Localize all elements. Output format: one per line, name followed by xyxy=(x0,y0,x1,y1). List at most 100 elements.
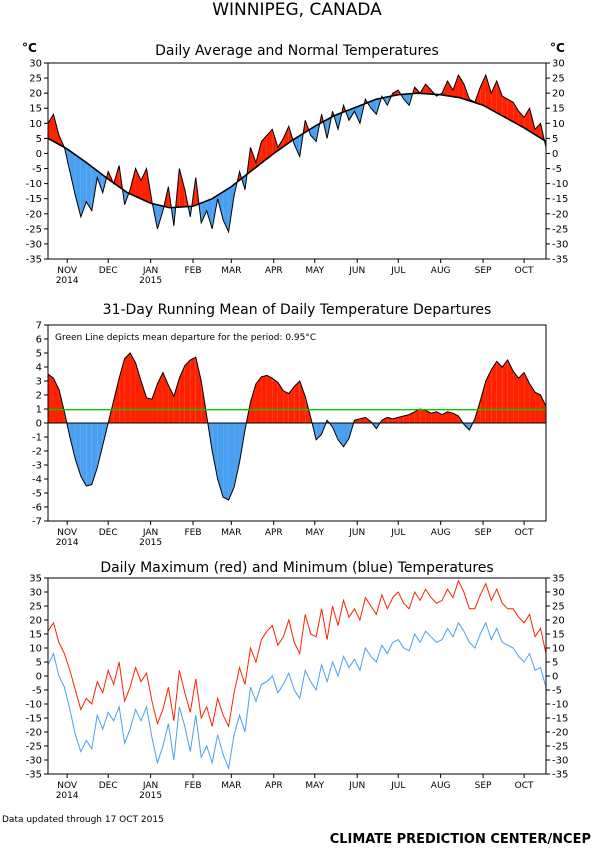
y-tick-label-right: -30 xyxy=(552,756,568,767)
anomaly-cold-area xyxy=(80,158,87,217)
x-tick-label: AUG xyxy=(431,266,451,276)
panel-2-title: 31-Day Running Mean of Daily Temperature… xyxy=(103,302,492,318)
y-tick-label: 5 xyxy=(36,658,42,669)
y-tick-label: 7 xyxy=(36,321,42,332)
departure-warm-area xyxy=(157,372,163,423)
y-tick-label: 0 xyxy=(36,419,42,430)
anomaly-warm-area xyxy=(266,129,273,159)
departure-warm-area xyxy=(53,378,59,423)
x-tick-label: OCT xyxy=(515,781,534,791)
departure-warm-area xyxy=(162,372,169,423)
y-tick-label: 5 xyxy=(36,134,42,145)
departure-warm-area xyxy=(354,418,360,423)
anomaly-cold-area xyxy=(310,125,317,142)
departure-cold-area xyxy=(91,423,98,485)
anomaly-cold-area xyxy=(223,188,229,232)
y-tick-label: -30 xyxy=(26,239,42,250)
y-tick-label-right: 5 xyxy=(552,658,558,669)
x-tick-label: OCT xyxy=(515,266,534,276)
y-tick-label: -15 xyxy=(26,714,42,725)
plot-frame xyxy=(47,324,547,522)
departure-cold-area xyxy=(97,423,103,468)
departure-warm-area xyxy=(529,383,536,423)
y-tick-label: -5 xyxy=(32,489,42,500)
y-tick-label: 15 xyxy=(29,630,42,641)
y-tick-label-right: 20 xyxy=(552,89,565,100)
departure-warm-area xyxy=(436,411,443,423)
departure-warm-area xyxy=(480,381,486,423)
departure-warm-area xyxy=(283,390,289,423)
x-tick-label: JUL xyxy=(390,528,405,538)
y-tick-label: -20 xyxy=(26,728,42,739)
anomaly-warm-area xyxy=(518,111,525,128)
departure-warm-area xyxy=(502,360,508,423)
daily-average-line xyxy=(47,73,547,234)
y-tick-label: 6 xyxy=(36,335,42,346)
departure-warm-area xyxy=(507,360,514,423)
departure-warm-area xyxy=(195,357,202,423)
y-tick-label: 30 xyxy=(29,59,42,70)
x-tick-label: FEB xyxy=(184,528,201,538)
departure-warm-area xyxy=(425,410,432,423)
anomaly-warm-area xyxy=(480,75,486,107)
x-tick-label: MAY xyxy=(305,266,324,276)
departure-warm-area xyxy=(409,411,415,423)
data-updated-note: Data updated through 17 OCT 2015 xyxy=(2,815,164,825)
credit-label: CLIMATE PREDICTION CENTER/NCEP xyxy=(330,832,591,847)
anomaly-warm-area xyxy=(283,126,289,147)
anomaly-warm-area xyxy=(491,81,497,113)
departure-warm-area xyxy=(255,376,262,423)
departure-warm-area xyxy=(151,383,158,423)
y-tick-label: 20 xyxy=(29,89,42,100)
y-tick-label: -5 xyxy=(32,686,42,697)
y-tick-label: 15 xyxy=(29,104,42,115)
x-tick-label: NOV xyxy=(57,266,78,276)
y-tick-label-right: -10 xyxy=(552,700,568,711)
panel-1-unit-right: °C xyxy=(550,41,565,55)
x-tick-label: JAN xyxy=(142,528,158,538)
y-tick-label: 4 xyxy=(36,363,42,374)
anomaly-warm-area xyxy=(425,84,432,95)
y-tick-label: 30 xyxy=(29,588,42,599)
anomaly-cold-area xyxy=(403,93,410,106)
departure-warm-area xyxy=(513,371,519,423)
x-tick-label: APR xyxy=(265,528,283,538)
y-tick-label-right: -15 xyxy=(552,194,568,205)
anomaly-warm-area xyxy=(507,99,514,122)
y-tick-label-right: -20 xyxy=(552,209,568,220)
departure-warm-area xyxy=(485,369,492,423)
anomaly-cold-area xyxy=(354,105,360,124)
departure-cold-area xyxy=(69,423,76,460)
y-tick-label-right: -30 xyxy=(552,239,568,250)
y-tick-label: -2 xyxy=(32,447,42,458)
x-tick-year: 2015 xyxy=(139,276,162,286)
departure-warm-area xyxy=(403,414,410,423)
y-tick-label-right: -35 xyxy=(552,255,568,266)
y-tick-label: 25 xyxy=(29,602,42,613)
y-tick-label: 35 xyxy=(29,574,42,585)
y-tick-label-right: 35 xyxy=(552,574,565,585)
y-tick-label: -15 xyxy=(26,194,42,205)
x-tick-label: DEC xyxy=(99,266,118,276)
anomaly-cold-area xyxy=(294,135,300,157)
anomaly-warm-area xyxy=(485,75,492,110)
anomaly-warm-area xyxy=(502,96,508,119)
y-tick-label: -35 xyxy=(26,255,42,266)
y-tick-label: -10 xyxy=(26,179,42,190)
y-tick-label-right: -25 xyxy=(552,742,568,753)
anomaly-warm-area xyxy=(447,81,453,97)
anomaly-warm-area xyxy=(496,81,503,116)
departure-warm-area xyxy=(535,392,541,423)
panel-1-unit-left: °C xyxy=(22,41,37,55)
y-tick-label-right: 30 xyxy=(552,588,565,599)
departure-cold-area xyxy=(228,423,235,500)
x-tick-year: 2015 xyxy=(139,538,162,548)
y-tick-label-right: -5 xyxy=(552,164,562,175)
y-tick-label-right: -20 xyxy=(552,728,568,739)
y-tick-label: 2 xyxy=(36,391,42,402)
x-tick-label: JUN xyxy=(348,266,365,276)
plot-frame xyxy=(47,62,547,260)
x-tick-label: MAR xyxy=(221,781,241,791)
